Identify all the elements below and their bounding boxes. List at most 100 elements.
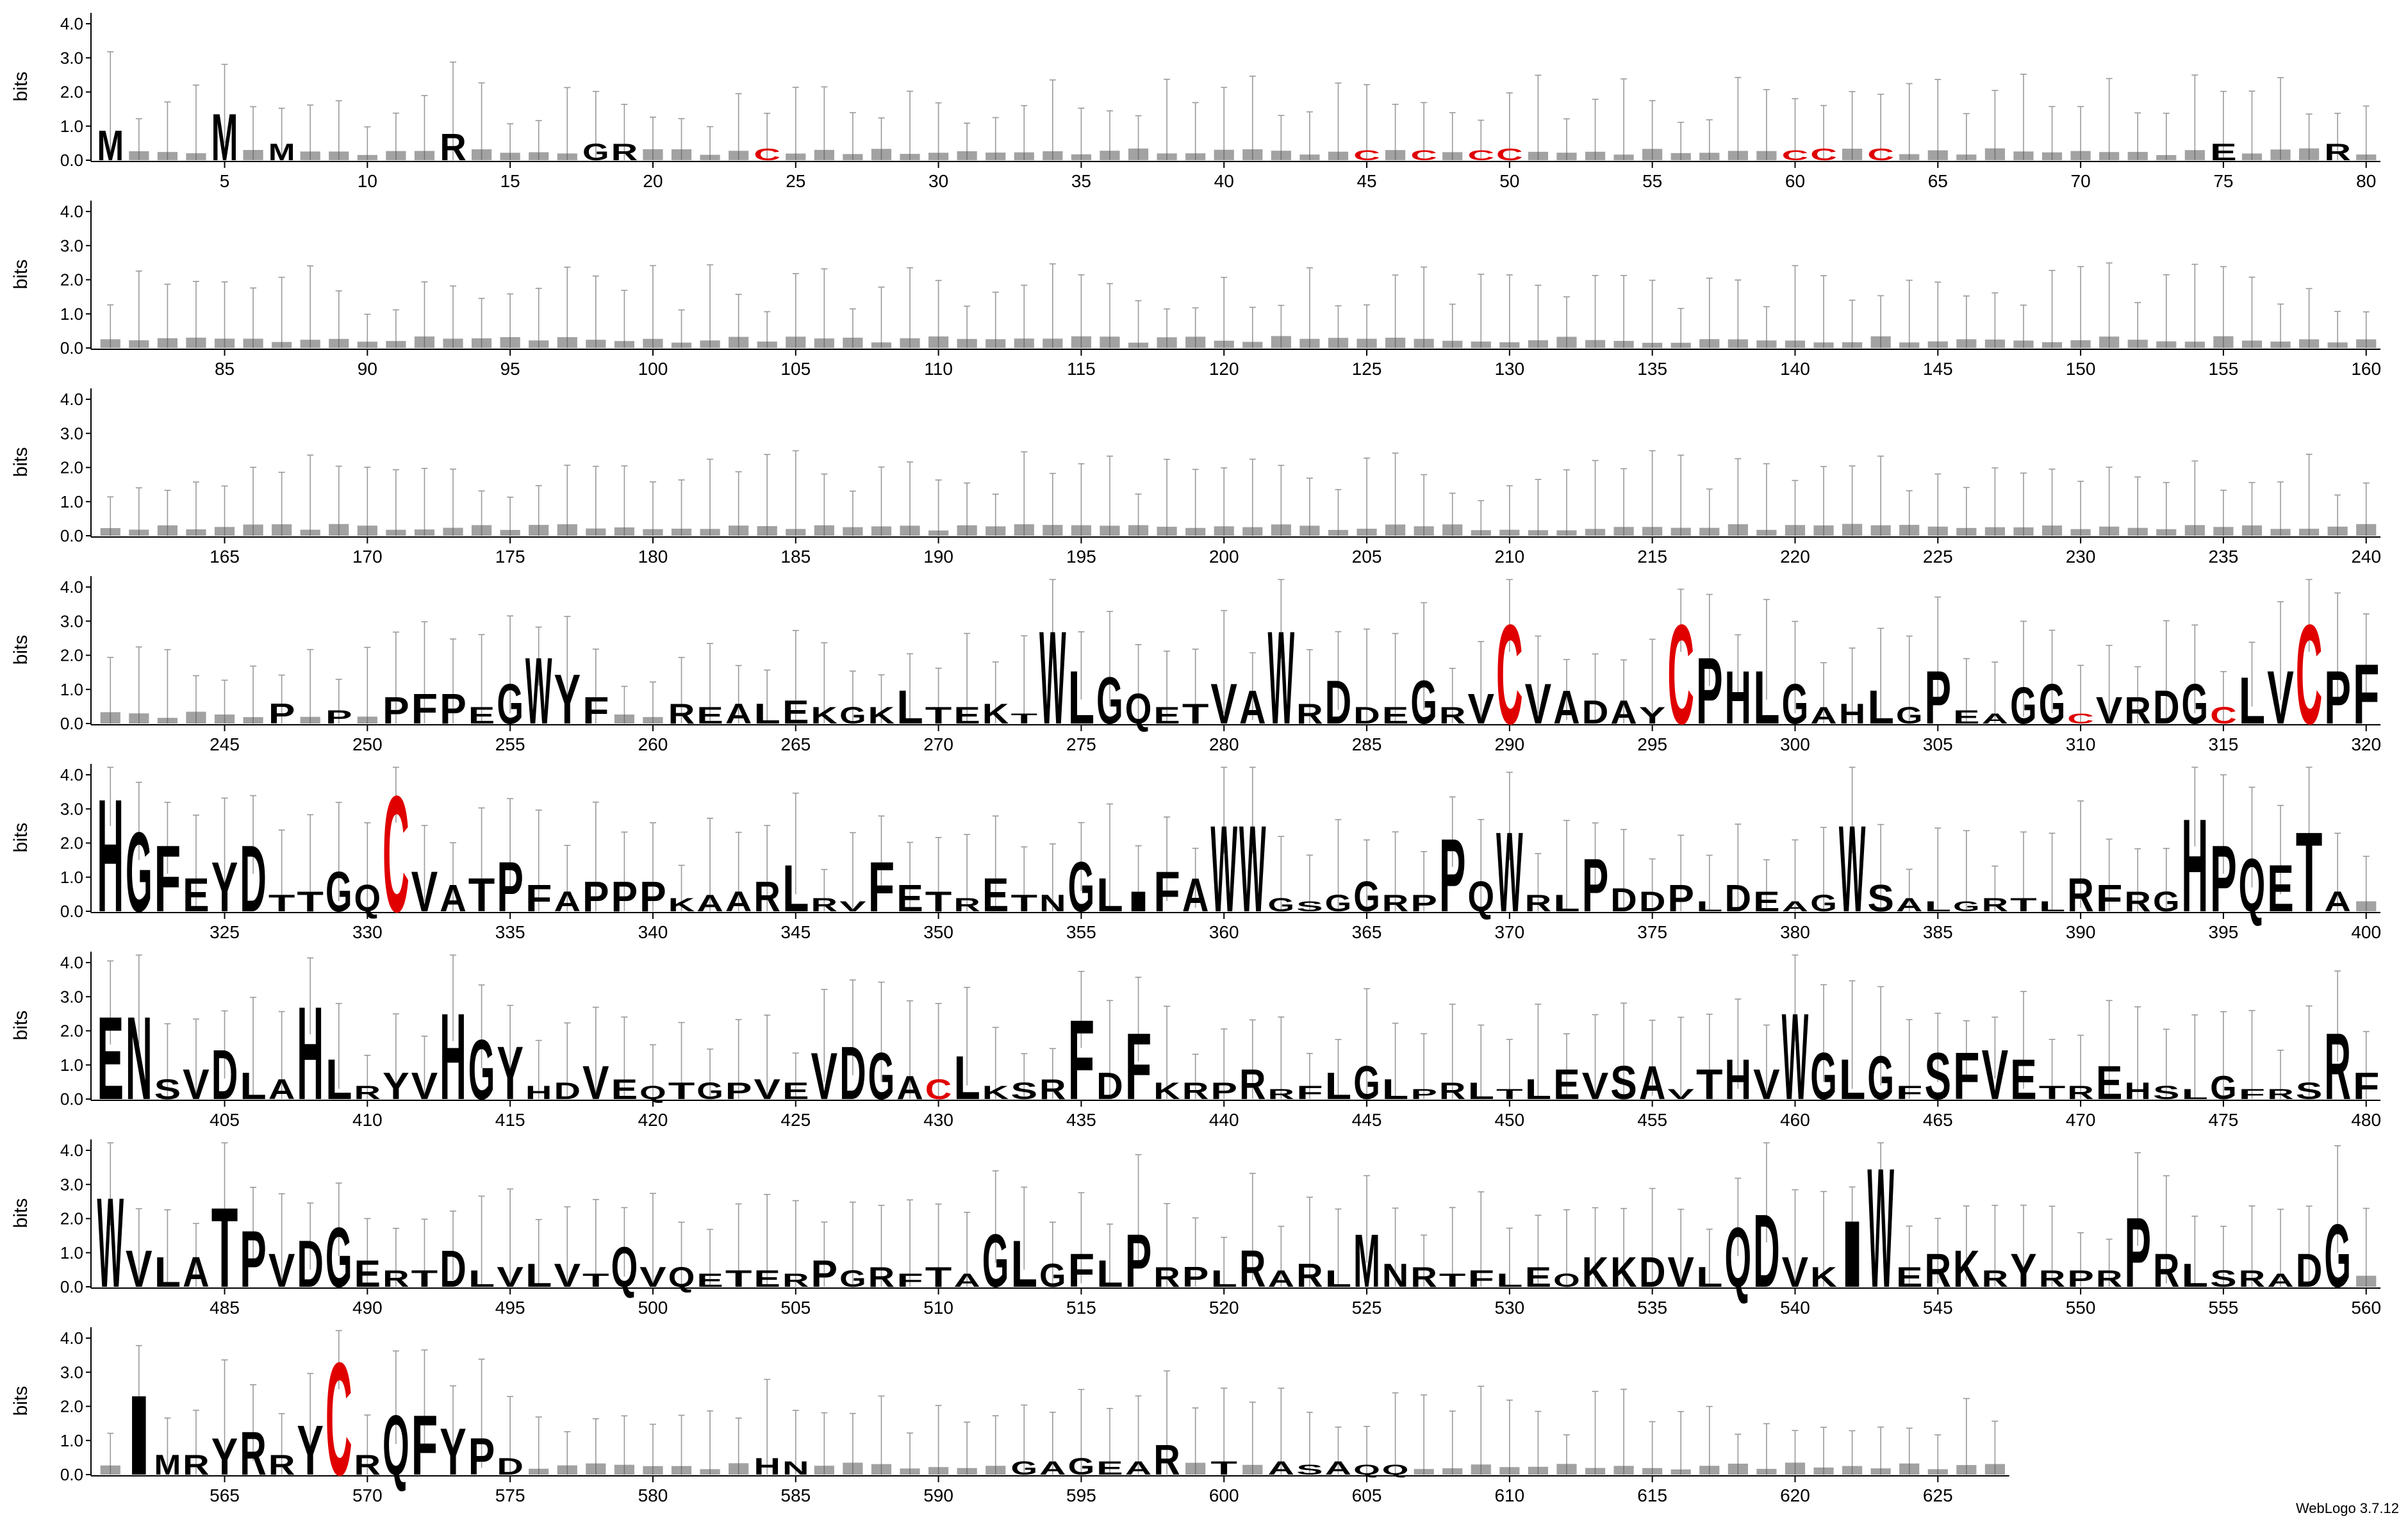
x-tick-label: 65 bbox=[1928, 171, 1948, 191]
residue-glyph: Y bbox=[297, 1410, 324, 1490]
residue-stack bbox=[928, 336, 949, 348]
residue-glyph: G bbox=[1410, 668, 1437, 737]
residue-glyph: W bbox=[525, 638, 552, 743]
residue-glyph: W bbox=[1239, 800, 1266, 938]
residue-stack bbox=[1756, 151, 1777, 160]
residue-stack bbox=[2156, 154, 2177, 160]
residue-glyph: Q bbox=[1725, 1209, 1752, 1305]
residue-glyph: T bbox=[468, 868, 495, 922]
x-tick-label: 340 bbox=[638, 922, 668, 942]
x-tick-label: 140 bbox=[1780, 359, 1810, 379]
residue-stack bbox=[500, 529, 520, 536]
x-tick-label: 255 bbox=[495, 734, 525, 754]
residue-glyph: E bbox=[1553, 1061, 1580, 1108]
residue-stack bbox=[1414, 1469, 1434, 1475]
y-axis-label: bits bbox=[10, 1011, 31, 1041]
residue-stack bbox=[1699, 1466, 1720, 1475]
x-tick-label: 275 bbox=[1066, 734, 1096, 754]
residue-glyph: F bbox=[1296, 1082, 1323, 1103]
residue-glyph: V bbox=[2267, 656, 2294, 740]
residue-glyph: H bbox=[1839, 698, 1866, 729]
residue-stack bbox=[2041, 342, 2063, 348]
residue-stack bbox=[957, 1468, 977, 1475]
residue-glyph: F bbox=[1896, 1082, 1923, 1103]
residue-glyph: L bbox=[1753, 656, 1780, 740]
residue-glyph: R bbox=[354, 1449, 381, 1480]
x-tick-label: 20 bbox=[643, 171, 663, 191]
residue-glyph: V bbox=[1525, 672, 1552, 736]
x-tick-label: 250 bbox=[352, 734, 383, 754]
residue-stack bbox=[557, 524, 577, 536]
residue-stack bbox=[2127, 527, 2148, 536]
residue-stack bbox=[329, 151, 349, 160]
residue-stack bbox=[100, 712, 120, 724]
residue-glyph: R bbox=[2324, 139, 2351, 165]
residue-stack bbox=[2127, 340, 2148, 348]
x-tick-label: 180 bbox=[638, 547, 668, 567]
y-tick-label: 1.0 bbox=[60, 304, 83, 324]
residue-glyph: E bbox=[354, 1253, 381, 1295]
residue-glyph: T bbox=[211, 1184, 238, 1311]
residue-glyph: C bbox=[1496, 595, 1523, 754]
x-tick-label: 205 bbox=[1352, 547, 1382, 567]
y-tick-label: 1.0 bbox=[60, 1431, 83, 1450]
residue-glyph: P bbox=[1182, 1261, 1209, 1293]
x-tick-label: 200 bbox=[1209, 547, 1239, 567]
residue-glyph: R bbox=[1182, 1078, 1209, 1104]
residue-glyph: K bbox=[868, 702, 895, 729]
residue-stack bbox=[214, 714, 235, 724]
residue-glyph: L bbox=[2182, 1086, 2209, 1102]
residue-glyph: W bbox=[1496, 809, 1523, 936]
x-tick-label: 390 bbox=[2066, 922, 2096, 942]
residue-glyph: G bbox=[1896, 702, 1923, 729]
residue-stack bbox=[2184, 525, 2205, 536]
x-tick-label: 420 bbox=[638, 1110, 668, 1130]
residue-stack bbox=[1185, 153, 1206, 160]
x-tick-label: 550 bbox=[2066, 1298, 2096, 1318]
residue-stack bbox=[1471, 1464, 1491, 1475]
residue-glyph: F bbox=[525, 877, 552, 920]
residue-glyph: T bbox=[2039, 1082, 2066, 1103]
residue-stack bbox=[957, 151, 977, 160]
residue-glyph: D bbox=[1096, 1065, 1123, 1107]
residue-stack bbox=[786, 336, 806, 348]
residue-glyph: F bbox=[2353, 1065, 2380, 1107]
residue-glyph: R bbox=[2067, 868, 2094, 922]
x-tick-label: 70 bbox=[2071, 171, 2091, 191]
residue-glyph: V bbox=[268, 1244, 295, 1297]
residue-glyph: S bbox=[2296, 1078, 2323, 1104]
residue-glyph: G bbox=[2153, 886, 2180, 917]
residue-glyph: E bbox=[2210, 139, 2237, 165]
residue-stack bbox=[1556, 336, 1577, 348]
x-tick-label: 410 bbox=[352, 1110, 383, 1130]
residue-stack bbox=[2184, 342, 2205, 348]
residue-stack bbox=[843, 527, 863, 536]
x-tick-label: 345 bbox=[780, 922, 811, 942]
x-tick-label: 215 bbox=[1637, 547, 1667, 567]
residue-glyph: L bbox=[1496, 1270, 1523, 1291]
residue-glyph: N bbox=[782, 1457, 809, 1478]
residue-glyph: R bbox=[1410, 1261, 1437, 1293]
residue-stack bbox=[1385, 150, 1406, 160]
residue-glyph: L bbox=[1068, 656, 1095, 740]
residue-glyph: P bbox=[582, 873, 609, 920]
residue-glyph: G bbox=[1353, 873, 1380, 920]
residue-stack bbox=[1471, 341, 1491, 348]
residue-stack bbox=[1071, 154, 1092, 160]
y-tick-label: 3.0 bbox=[60, 1362, 83, 1382]
x-tick-label: 470 bbox=[2066, 1110, 2096, 1130]
residue-glyph: S bbox=[1925, 1039, 1952, 1113]
residue-stack bbox=[1556, 530, 1577, 536]
residue-glyph: Y bbox=[383, 1065, 409, 1107]
residue-stack bbox=[1214, 526, 1234, 536]
residue-stack bbox=[2241, 153, 2263, 160]
residue-glyph: D bbox=[1639, 1248, 1666, 1296]
residue-glyph: A bbox=[1610, 693, 1637, 731]
residue-glyph: P bbox=[1582, 843, 1609, 928]
residue-stack bbox=[1728, 339, 1748, 348]
residue-stack bbox=[357, 525, 377, 536]
residue-glyph: G bbox=[2010, 677, 2037, 735]
x-tick-label: 460 bbox=[1780, 1110, 1810, 1130]
residue-glyph: L bbox=[1096, 1253, 1123, 1295]
residue-glyph: R bbox=[268, 1449, 295, 1480]
